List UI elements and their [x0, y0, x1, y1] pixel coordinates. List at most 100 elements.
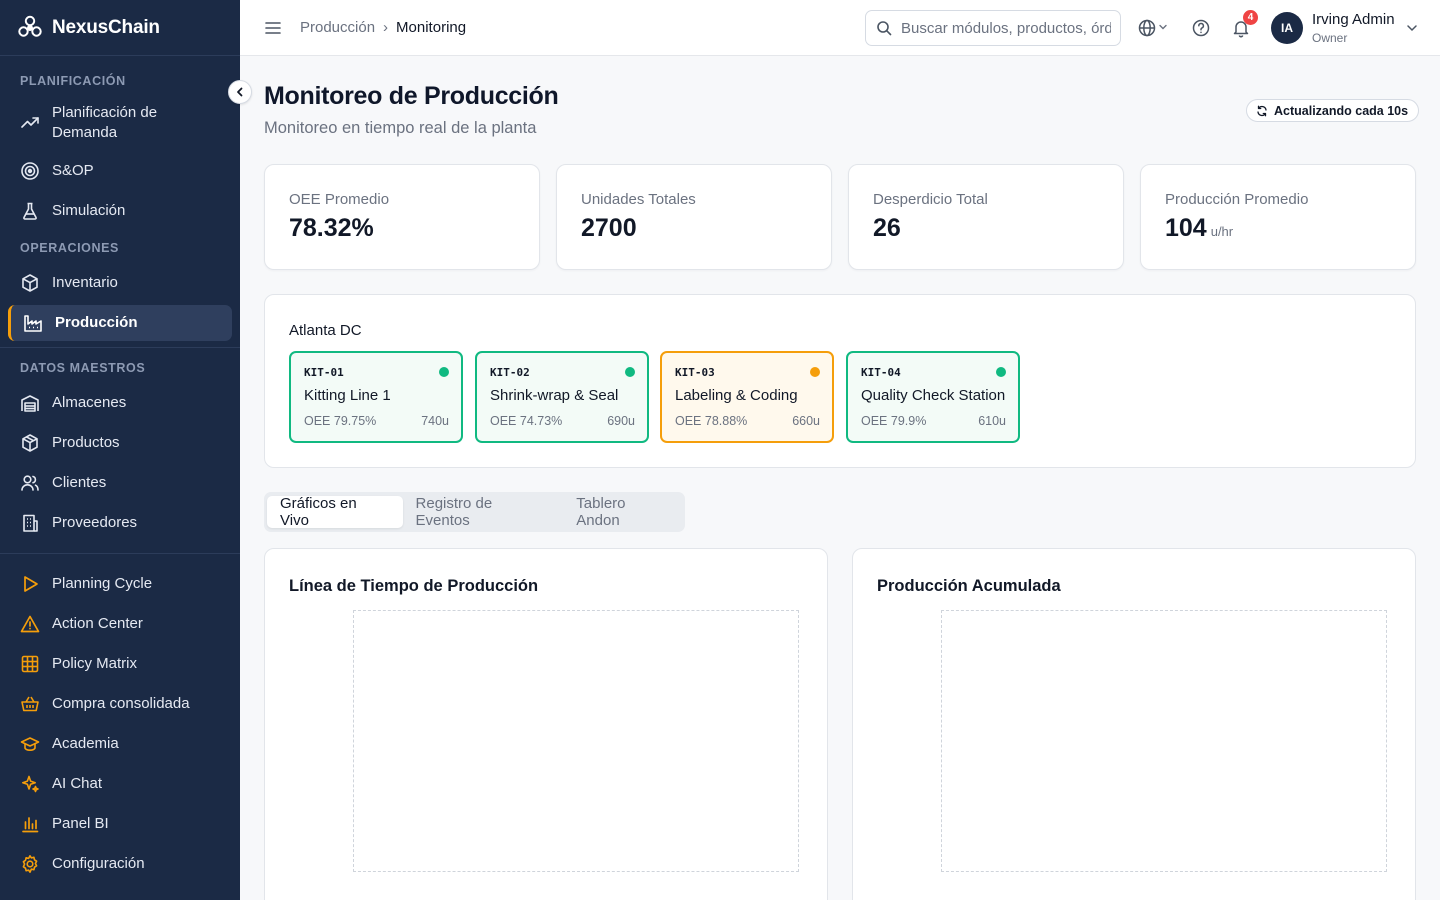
kpi-number: 104: [1165, 214, 1207, 242]
line-card-kit-01[interactable]: KIT-01 Kitting Line 1 OEE 79.75% 740u: [289, 351, 463, 443]
line-card-kit-02[interactable]: KIT-02 Shrink-wrap & Seal OEE 74.73% 690…: [475, 351, 649, 443]
line-units: 610u: [978, 414, 1006, 428]
sidebar-item-almacenes[interactable]: Almacenes: [0, 383, 240, 423]
chart-title: Línea de Tiempo de Producción: [289, 577, 539, 595]
kpi-card-oee: OEE Promedio 78.32%: [264, 164, 540, 270]
brand[interactable]: NexusChain: [0, 0, 240, 56]
plant-card: Atlanta DC KIT-01 Kitting Line 1 OEE 79.…: [264, 294, 1416, 468]
sidebar-item-produccion[interactable]: Producción: [8, 305, 232, 341]
sidebar-item-clientes[interactable]: Clientes: [0, 463, 240, 503]
warehouse-icon: [21, 395, 39, 412]
box-icon: [22, 274, 38, 292]
sidebar-item-policy-matrix[interactable]: Policy Matrix: [0, 644, 240, 684]
globe-icon[interactable]: [1137, 18, 1157, 38]
kpi-unit: u/hr: [1210, 224, 1234, 239]
sparkles-icon: [22, 775, 39, 793]
nexuschain-logo-icon: [18, 15, 42, 37]
sidebar-item-label: Configuración: [52, 855, 145, 872]
line-name: Quality Check Station: [861, 387, 1006, 404]
line-units: 690u: [607, 414, 635, 428]
kpi-value: 2700: [581, 214, 637, 243]
line-code: KIT-02: [490, 366, 530, 379]
user-name[interactable]: Irving Admin: [1312, 11, 1395, 28]
chart-card-cumulative: Producción Acumulada: [852, 548, 1416, 900]
refresh-icon: [1257, 105, 1267, 116]
sidebar-item-planning-cycle[interactable]: Planning Cycle: [0, 564, 240, 604]
line-card-kit-03[interactable]: KIT-03 Labeling & Coding OEE 78.88% 660u: [660, 351, 834, 443]
sidebar-item-label: Planning Cycle: [52, 575, 153, 592]
sidebar-item-label: Academia: [52, 735, 119, 752]
sidebar-collapse-button[interactable]: [228, 80, 252, 104]
trending-up-icon: [21, 117, 39, 128]
auto-refresh-label: Actualizando cada 10s: [1274, 103, 1409, 118]
sidebar-item-label: Compra consolidada: [52, 695, 190, 712]
notification-badge: 4: [1243, 10, 1258, 25]
kpi-value: 26: [873, 214, 901, 243]
line-code: KIT-03: [675, 366, 715, 379]
chevron-down-icon[interactable]: [1405, 21, 1419, 35]
kpi-label: Unidades Totales: [581, 191, 696, 208]
breadcrumb-item-monitoring: Monitoring: [396, 19, 467, 36]
sidebar-item-label: AI Chat: [52, 775, 103, 792]
app-name: NexusChain: [52, 16, 160, 38]
sidebar-item-productos[interactable]: Productos: [0, 423, 240, 463]
view-tabs: Gráficos en Vivo Registro de Eventos Tab…: [264, 492, 685, 532]
package-icon: [22, 434, 38, 452]
page-subtitle: Monitoreo en tiempo real de la planta: [264, 119, 537, 137]
factory-icon: [24, 315, 42, 332]
line-oee: OEE 79.75%: [304, 414, 377, 428]
line-card-kit-04[interactable]: KIT-04 Quality Check Station OEE 79.9% 6…: [846, 351, 1020, 443]
auto-refresh-badge[interactable]: Actualizando cada 10s: [1246, 99, 1420, 122]
sidebar-item-label: Policy Matrix: [52, 655, 138, 672]
sidebar-item-compra-consolidada[interactable]: Compra consolidada: [0, 684, 240, 724]
breadcrumb-item-produccion[interactable]: Producción: [300, 19, 376, 36]
line-units: 660u: [792, 414, 820, 428]
sidebar-item-label: Panel BI: [52, 815, 109, 832]
sidebar-divider: [0, 347, 240, 348]
alert-triangle-icon: [20, 615, 40, 633]
sidebar-divider: [0, 553, 240, 554]
kpi-number: 26: [873, 214, 901, 242]
target-icon: [21, 162, 39, 180]
status-dot: [625, 367, 635, 377]
line-oee: OEE 78.88%: [675, 414, 748, 428]
search-box[interactable]: [865, 10, 1121, 46]
sidebar-item-label: Clientes: [52, 474, 107, 491]
line-code: KIT-01: [304, 366, 344, 379]
sidebar-item-inventario[interactable]: Inventario: [0, 263, 240, 303]
search-icon: [877, 21, 892, 36]
sidebar-item-panel-bi[interactable]: Panel BI: [0, 804, 240, 844]
sidebar-item-label: Almacenes: [52, 394, 127, 411]
breadcrumb: Producción › Monitoring: [300, 19, 466, 36]
sidebar-item-academia[interactable]: Academia: [0, 724, 240, 764]
sidebar-item-proveedores[interactable]: Proveedores: [0, 503, 240, 543]
kpi-card-unidades: Unidades Totales 2700: [556, 164, 832, 270]
kpi-number: 78.32%: [289, 214, 374, 242]
tab-registro-de-eventos[interactable]: Registro de Eventos: [415, 495, 493, 529]
line-oee: OEE 79.9%: [861, 414, 927, 428]
sidebar-item-action-center[interactable]: Action Center: [0, 604, 240, 644]
sidebar-item-label: Productos: [52, 434, 120, 451]
line-name: Kitting Line 1: [304, 387, 391, 404]
bell-icon[interactable]: [1231, 18, 1251, 38]
sidebar-item-label: S&OP: [52, 162, 94, 179]
chevron-left-icon: [237, 87, 243, 97]
sidebar-item-ai-chat[interactable]: AI Chat: [0, 764, 240, 804]
chevron-right-icon: ›: [383, 19, 389, 36]
tab-graficos-en-vivo[interactable]: Gráficos en Vivo: [267, 495, 403, 529]
kpi-label: Desperdicio Total: [873, 191, 988, 208]
sidebar-item-planificacion-demanda[interactable]: Planificación de Demanda: [0, 99, 240, 147]
sidebar-item-sop[interactable]: S&OP: [0, 151, 240, 191]
search-input[interactable]: [901, 19, 1111, 37]
page-title: Monitoreo de Producción: [264, 82, 559, 110]
sidebar-item-label: Action Center: [52, 615, 143, 632]
sidebar-item-configuracion[interactable]: Configuración: [0, 844, 240, 884]
chevron-down-icon[interactable]: [1158, 22, 1168, 32]
tab-tablero-andon[interactable]: Tablero Andon: [576, 495, 626, 529]
sidebar-item-label: Simulación: [52, 202, 126, 219]
sidebar-item-simulacion[interactable]: Simulación: [0, 191, 240, 231]
chart-card-timeline: Línea de Tiempo de Producción: [264, 548, 828, 900]
help-icon[interactable]: [1191, 18, 1211, 38]
menu-icon[interactable]: [264, 19, 282, 37]
avatar[interactable]: IA: [1271, 12, 1303, 44]
